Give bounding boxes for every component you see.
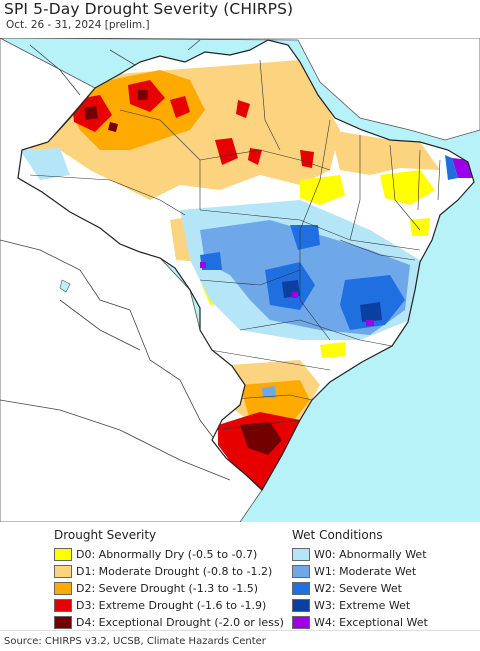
zone-w4 [200,262,374,326]
legend-label-w1: W1: Moderate Wet [314,564,417,578]
legend-swatch-d1 [54,564,72,578]
legend: Drought Severity Wet Conditions D0: Abno… [0,522,480,630]
legend-label-d4: D4: Exceptional Drought (-2.0 or less) [76,615,284,629]
legend-swatch-d4 [54,615,72,629]
legend-drought-title: Drought Severity [54,528,157,542]
neighbor-borders [0,39,231,481]
legend-swatch-w1 [292,564,310,578]
legend-item-w2: W2: Severe Wet [292,580,402,596]
legend-label-w4: W4: Exceptional Wet [314,615,428,629]
legend-swatch-w4 [292,615,310,629]
legend-item-d1: D1: Moderate Drought (-0.8 to -1.2) [54,563,272,579]
legend-label-w0: W0: Abnormally Wet [314,547,427,561]
legend-label-d1: D1: Moderate Drought (-0.8 to -1.2) [76,564,273,578]
legend-item-d3: D3: Extreme Drought (-1.6 to -1.9) [54,597,266,613]
header: SPI 5-Day Drought Severity (CHIRPS) Oct.… [0,0,480,38]
brazil-drought-map [0,0,480,522]
legend-label-w3: W3: Extreme Wet [314,598,411,612]
legend-swatch-d0 [54,547,72,561]
page-title: SPI 5-Day Drought Severity (CHIRPS) [4,0,294,18]
legend-item-w1: W1: Moderate Wet [292,563,416,579]
state-borders [29,59,441,431]
legend-item-d0: D0: Abnormally Dry (-0.5 to -0.7) [54,546,257,562]
zone-d4-north [84,90,148,132]
source-credit: Source: CHIRPS v3.2, UCSB, Climate Hazar… [4,636,266,647]
legend-item-w3: W3: Extreme Wet [292,597,410,613]
zone-w1-south [262,386,276,398]
legend-wet-title: Wet Conditions [292,528,383,542]
legend-swatch-w2 [292,581,310,595]
lake-shape [59,279,71,293]
map-area [0,0,480,522]
legend-label-w2: W2: Severe Wet [314,581,402,595]
legend-item-d4: D4: Exceptional Drought (-2.0 or less) [54,614,284,630]
zone-d4-south [240,422,282,455]
legend-label-d0: D0: Abnormally Dry (-0.5 to -0.7) [76,547,258,561]
legend-item-w4: W4: Exceptional Wet [292,614,428,630]
legend-label-d2: D2: Severe Drought (-1.3 to -1.5) [76,581,259,595]
zone-d1-northeast [330,130,440,175]
legend-swatch-w3 [292,598,310,612]
legend-label-d3: D3: Extreme Drought (-1.6 to -1.9) [76,598,267,612]
page-subtitle: Oct. 26 - 31, 2024 [prelim.] [6,19,150,31]
zone-w4-northeast [452,158,472,178]
zone-w2-northeast [445,155,458,180]
legend-item-d2: D2: Severe Drought (-1.3 to -1.5) [54,580,258,596]
legend-item-w0: W0: Abnormally Wet [292,546,427,562]
legend-swatch-w0 [292,547,310,561]
legend-swatch-d2 [54,581,72,595]
footer: Source: CHIRPS v3.2, UCSB, Climate Hazar… [0,630,480,651]
legend-swatch-d3 [54,598,72,612]
